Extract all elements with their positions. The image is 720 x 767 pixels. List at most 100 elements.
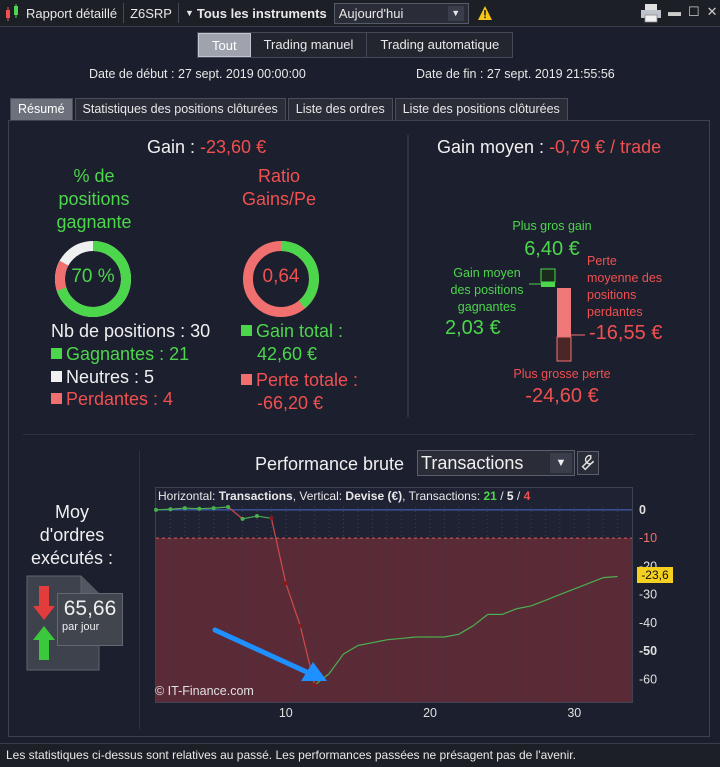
report-tabs: Résumé Statistiques des positions clôtur…: [10, 98, 570, 120]
start-date: Date de début : 27 sept. 2019 00:00:00: [89, 67, 306, 81]
series-segment: [285, 583, 301, 626]
series-segment: [444, 633, 460, 638]
gain-total-label: Gain total :: [241, 321, 343, 342]
series-segment: [588, 577, 604, 584]
series-segment: [574, 582, 589, 590]
data-point: [269, 516, 274, 521]
data-point: [240, 516, 245, 521]
tab-closed-positions-stats[interactable]: Statistiques des positions clôturées: [74, 98, 286, 120]
series-segment: [401, 636, 416, 640]
series-segment: [372, 639, 387, 644]
gain-value: -23,60 €: [200, 137, 267, 157]
series-segment: [170, 507, 185, 510]
mode-tab-manual[interactable]: Trading manuel: [251, 33, 368, 57]
winning-pct-donut: [55, 241, 131, 317]
print-icon[interactable]: [640, 3, 662, 23]
instruments-dropdown[interactable]: ▼ Tous les instruments: [182, 6, 330, 21]
series-segment: [357, 642, 373, 647]
max-loss-label: Plus grosse perte: [513, 367, 611, 381]
tab-closed-positions-list[interactable]: Liste des positions clôturées: [394, 98, 568, 120]
data-point: [312, 683, 317, 688]
data-point: [283, 581, 288, 586]
tab-orders-list[interactable]: Liste des ordres: [287, 98, 393, 120]
series-segment: [227, 506, 243, 520]
tab-summary[interactable]: Résumé: [10, 98, 73, 120]
title-bar: Rapport détaillé Z6SRP ▼ Tous les instru…: [0, 0, 720, 27]
series-segment: [155, 508, 171, 511]
gain-loss-boxplot: [529, 268, 585, 362]
y-tick-label: 0: [639, 503, 646, 517]
series-segment: [559, 588, 575, 596]
period-dropdown[interactable]: Aujourd'hui ▼: [333, 2, 469, 24]
report-title: Rapport détaillé: [26, 5, 118, 21]
series-segment: [328, 653, 344, 675]
series-segment: [270, 518, 287, 584]
avg-gain-value: -0,79 € / trade: [549, 137, 662, 157]
account-selector[interactable]: Z6SRP: [130, 5, 172, 21]
data-point: [254, 514, 259, 519]
arrow-annotation-icon: [212, 627, 327, 681]
series-segment: [386, 637, 402, 641]
winning-pct-value: 70 %: [71, 266, 115, 287]
ratio-title: Ratio Gains/Pe: [241, 166, 317, 209]
series-segment: [501, 608, 517, 615]
minimize-icon[interactable]: ▬: [668, 4, 681, 19]
orders-title: Moy d'ordres exécutés :: [30, 502, 114, 568]
x-tick-label: 10: [279, 706, 293, 720]
wrench-icon[interactable]: [577, 451, 599, 475]
avg-loss-value: -16,55 €: [589, 322, 663, 344]
series-segment: [545, 594, 561, 601]
series-segment: [242, 515, 258, 520]
ratio-value: 0,64: [262, 266, 300, 287]
series-segment: [603, 575, 618, 579]
mode-tabs: Tout Trading manuel Trading automatique: [197, 32, 514, 58]
summary-panel: Gain : -23,60 € % de positions gagnante …: [8, 120, 710, 737]
maximize-icon[interactable]: ☐: [688, 4, 700, 19]
data-point: [182, 506, 187, 511]
positions-winning: Gagnantes : 21: [51, 344, 189, 365]
data-point: [168, 507, 173, 512]
series-segment: [256, 515, 272, 519]
avg-win-label: Gain moyen des positions gagnantes: [450, 266, 524, 314]
avg-loss-label: Perte moyenne des positions perdantes: [587, 254, 663, 319]
chevron-down-icon: ▼: [550, 453, 572, 473]
gain-total-value: 42,60 €: [257, 344, 318, 364]
data-point: [298, 623, 303, 628]
loss-total-label: Perte totale :: [241, 370, 358, 391]
gain-summary: Gain : -23,60 €: [147, 137, 267, 157]
performance-title: Performance brute: [255, 454, 405, 474]
series-segment: [213, 506, 229, 509]
data-point: [154, 507, 158, 512]
y-tick-label: -50: [639, 644, 657, 658]
avg-win-value: 2,03 €: [445, 317, 501, 339]
warning-icon[interactable]: [477, 5, 493, 21]
orders-badge: 65,66 par jour: [57, 593, 123, 646]
series-segment: [199, 507, 214, 510]
x-tick-label: 20: [423, 706, 437, 720]
end-date: Date de fin : 27 sept. 2019 21:55:56: [416, 67, 615, 81]
data-point: [211, 506, 216, 511]
mode-tab-automatic[interactable]: Trading automatique: [380, 37, 500, 52]
orders-value: 65,66: [63, 597, 117, 620]
max-gain-label: Plus gros gain: [512, 219, 592, 233]
chevron-down-icon: ▼: [447, 5, 464, 21]
x-tick-label: 30: [567, 706, 581, 720]
series-segment: [516, 605, 532, 610]
drawdown-area: [156, 538, 632, 702]
y-tick-label: -10: [639, 531, 657, 545]
performance-selector-value: Transactions: [421, 452, 524, 473]
candlestick-chart-icon: [6, 4, 18, 21]
instruments-label: Tous les instruments: [196, 5, 327, 21]
positions-total: Nb de positions : 30: [51, 321, 211, 341]
series-segment: [530, 599, 546, 607]
current-value-badge: -23,6: [637, 567, 673, 583]
performance-selector[interactable]: Transactions ▼: [417, 450, 575, 476]
avg-gain-summary: Gain moyen : -0,79 € / trade: [437, 137, 662, 157]
positions-neutral: Neutres : 5: [51, 367, 154, 388]
y-tick-label: -30: [639, 588, 657, 602]
series-segment: [458, 625, 474, 635]
close-icon[interactable]: ✕: [706, 4, 718, 19]
mode-tab-all[interactable]: Tout: [198, 33, 251, 57]
max-loss-value: -24,60 €: [525, 385, 599, 407]
